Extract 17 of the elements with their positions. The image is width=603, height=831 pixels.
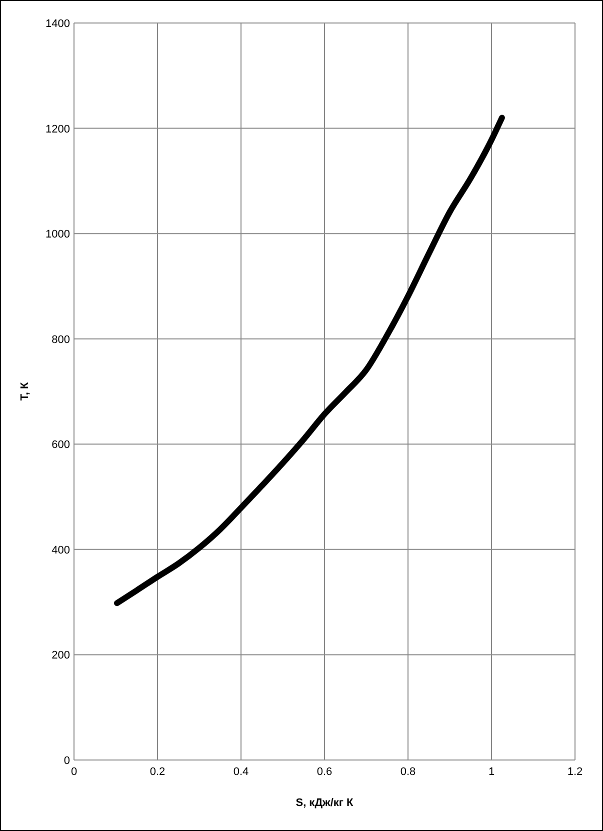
- x-tick-label: 0.2: [150, 766, 166, 778]
- x-tick-label: 0: [70, 766, 78, 778]
- x-tick-label: 0.8: [400, 766, 416, 778]
- y-axis-title: T, К: [19, 382, 31, 401]
- y-tick-label: 1400: [46, 18, 70, 30]
- y-tick-label: 0: [64, 755, 70, 767]
- y-tick-label: 600: [52, 439, 70, 452]
- y-tick-label: 1200: [46, 123, 70, 136]
- x-tick-label: 1.2: [567, 766, 583, 778]
- y-tick-label: 1000: [46, 228, 70, 241]
- y-tick-label: 400: [52, 544, 70, 556]
- x-axis-title: S, кДж/кг К: [296, 797, 354, 809]
- y-tick-label: 200: [52, 650, 70, 662]
- x-tick-label: 1: [488, 766, 495, 778]
- y-tick-label: 800: [52, 334, 70, 346]
- x-tick-label: 0.4: [233, 766, 249, 778]
- x-tick-label: 0.6: [316, 766, 332, 778]
